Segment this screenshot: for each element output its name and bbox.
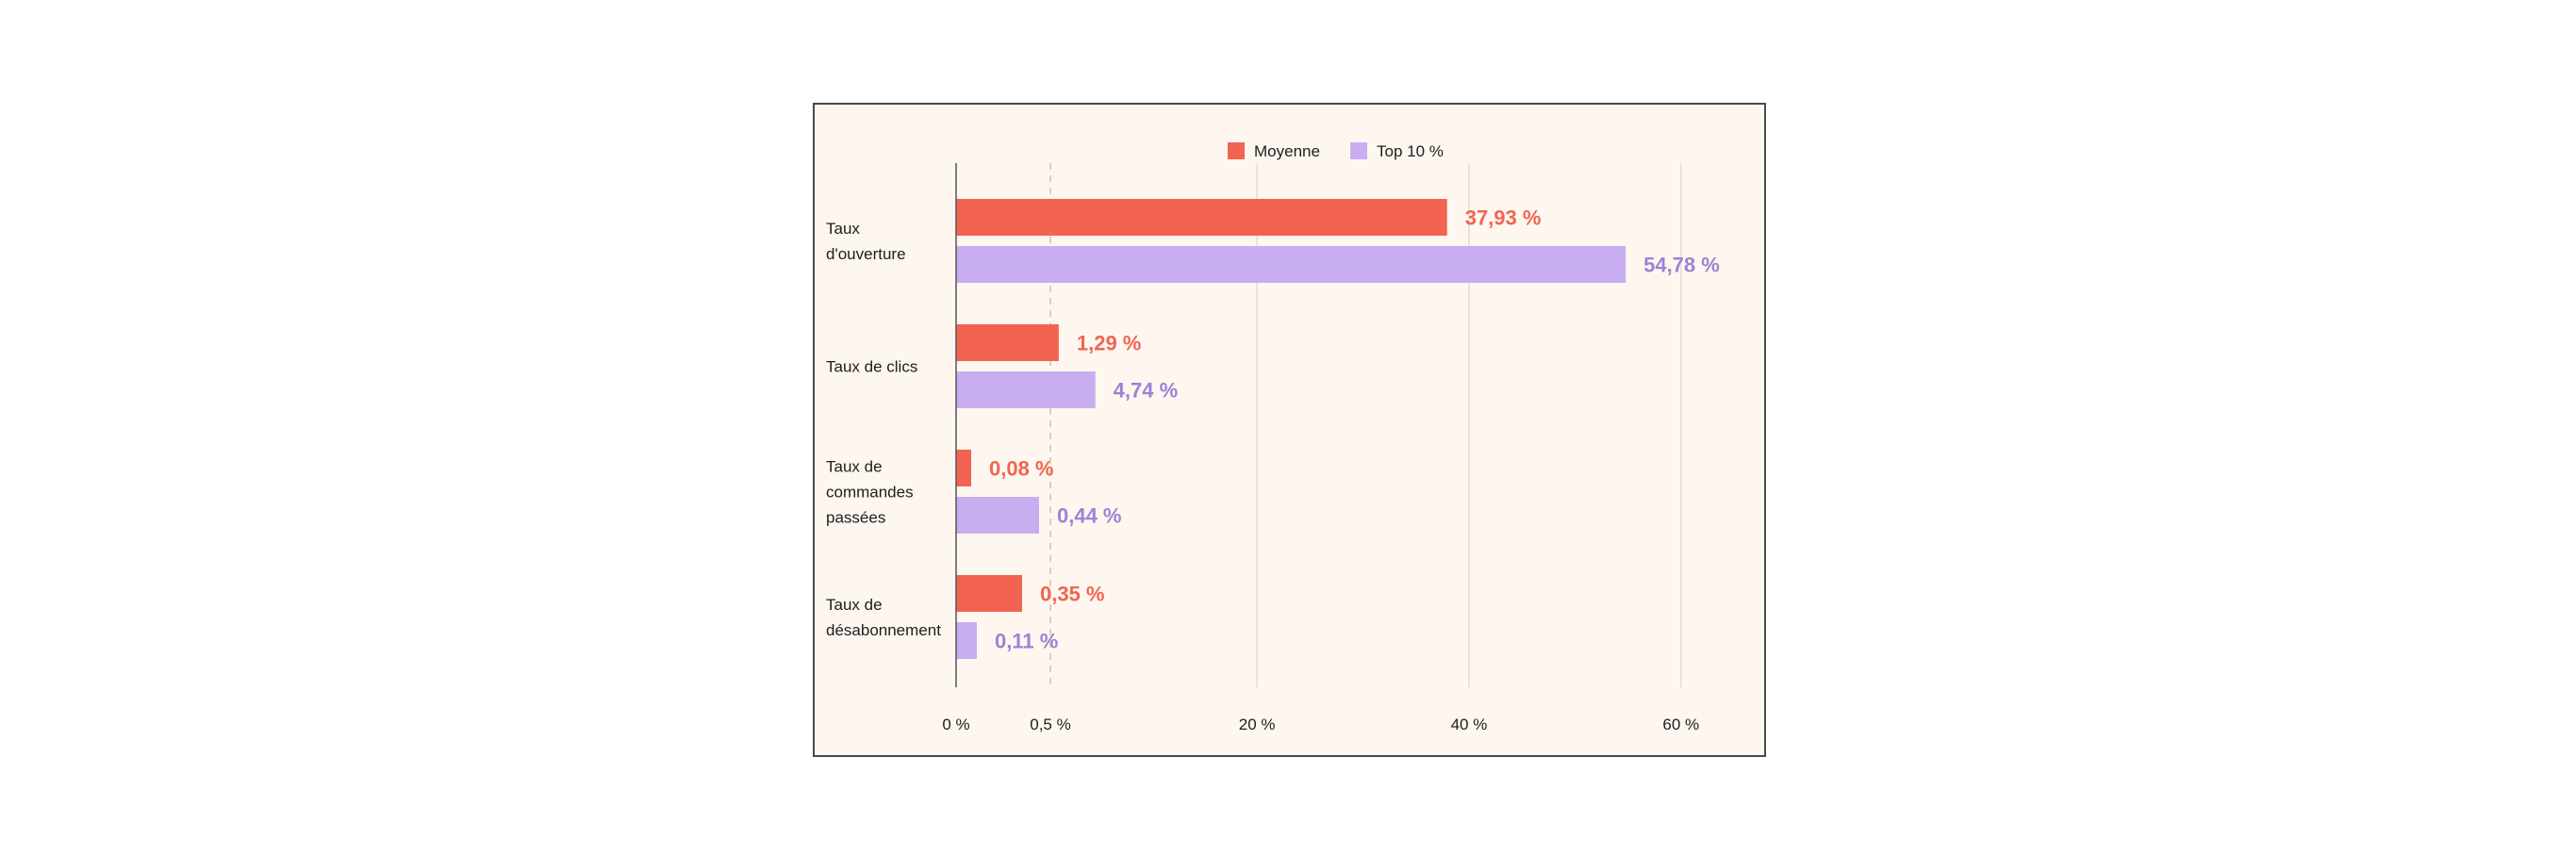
legend-swatch — [1228, 142, 1245, 159]
bar-moyenne — [956, 575, 1022, 612]
data-label: 1,29 % — [1077, 332, 1142, 355]
data-label: 0,11 % — [995, 630, 1058, 653]
x-tick-label: 40 % — [1451, 716, 1488, 733]
x-tick-label: 60 % — [1662, 716, 1699, 733]
bar-moyenne — [956, 450, 971, 486]
x-tick-label: 0,5 % — [1030, 716, 1070, 733]
data-label: 0,35 % — [1040, 583, 1105, 606]
x-tick-label: 0 % — [942, 716, 969, 733]
category-label: Taux de commandes passées — [826, 458, 914, 527]
data-label: 4,74 % — [1114, 379, 1179, 403]
chart-frame: 0 % 0,5 % 20 % 40 % 60 % 37,93 % 1,29 % 0,08 % 0… — [813, 103, 1766, 757]
category-label: Taux de désabonnement — [826, 596, 941, 639]
legend-label: Top 10 % — [1377, 142, 1444, 160]
data-label: 0,44 % — [1057, 504, 1122, 528]
bar-top-10 — [956, 371, 1096, 408]
data-label: 54,78 % — [1643, 254, 1720, 277]
bar-moyenne — [956, 199, 1447, 236]
bar-moyenne — [956, 324, 1059, 361]
category-label: Taux de clics — [826, 358, 917, 376]
x-tick-label: 20 % — [1239, 716, 1276, 733]
bar-top-10 — [956, 246, 1627, 283]
data-label: 37,93 % — [1465, 206, 1542, 230]
bar-top-10 — [956, 622, 977, 659]
legend-swatch — [1350, 142, 1367, 159]
legend-label: Moyenne — [1254, 142, 1320, 160]
data-label: 0,08 % — [989, 457, 1054, 481]
bar-top-10 — [956, 497, 1039, 534]
bar-chart: 0 % 0,5 % 20 % 40 % 60 %37,93 %1,29 %0,08 %0… — [826, 142, 1720, 733]
category-label: Taux d'ouverture — [826, 220, 906, 263]
